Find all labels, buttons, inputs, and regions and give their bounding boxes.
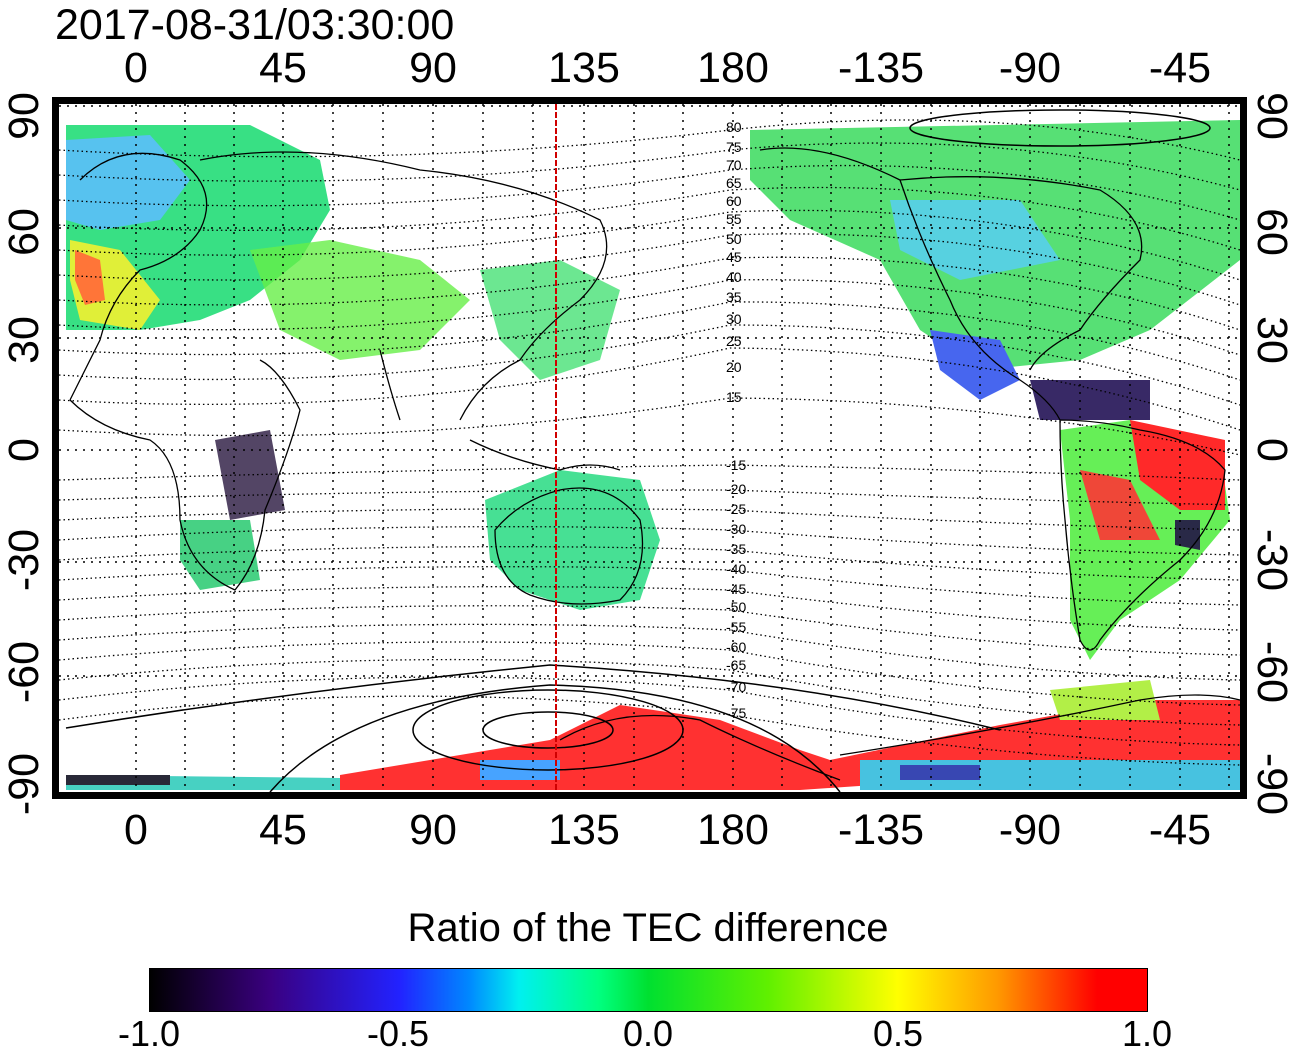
lon-label-top: 0	[124, 44, 148, 92]
lon-label-bottom: -135	[837, 806, 925, 854]
map-plot: 80 75 70 65 60 55 50 45 40 35 30 25 20 1…	[52, 97, 1247, 799]
contour-label: -50	[726, 599, 746, 615]
colorbar-tick: -1.0	[117, 1013, 181, 1054]
colorbar-tick: -0.5	[366, 1013, 430, 1054]
contour-label: -70	[726, 679, 746, 695]
lon-label-top: -90	[998, 44, 1062, 92]
contour-label: -15	[726, 457, 746, 473]
contour-label: -65	[726, 657, 746, 673]
contour-label: 35	[726, 289, 742, 305]
contour-label: -40	[726, 561, 746, 577]
colorbar-tick: 0.0	[622, 1013, 674, 1054]
lon-label-top: 90	[409, 44, 457, 92]
lon-label-bottom: -45	[1148, 806, 1212, 854]
coastlines	[69, 147, 1241, 781]
contour-label: 45	[726, 249, 742, 265]
contour-label: 65	[726, 175, 742, 191]
contour-label: -75	[726, 705, 746, 721]
lon-label-top: -45	[1148, 44, 1212, 92]
contour-label: 75	[726, 139, 742, 155]
contour-label: -20	[726, 481, 746, 497]
axis-bar-top	[53, 98, 1246, 104]
lon-label-top: 135	[548, 44, 620, 92]
contour-label: 40	[726, 269, 742, 285]
contour-label: 70	[726, 157, 742, 173]
contour-label: -30	[726, 521, 746, 537]
contour-label: 60	[726, 193, 742, 209]
lon-label-bottom: 0	[124, 806, 148, 854]
magnetic-contours	[58, 119, 1241, 766]
contour-label: 15	[726, 389, 742, 405]
lon-label-bottom: 90	[409, 806, 457, 854]
contour-label: 25	[726, 333, 742, 349]
contour-label: 50	[726, 231, 742, 247]
axis-bar-bottom	[53, 792, 1246, 798]
contour-label: 80	[726, 119, 742, 135]
map-title: 2017-08-31/03:30:00	[55, 1, 455, 49]
auroral-oval-contours	[65, 109, 1211, 793]
contour-label: -60	[726, 639, 746, 655]
axis-bar-right	[1240, 98, 1246, 798]
lon-label-bottom: 45	[259, 806, 307, 854]
colorbar-gradient	[149, 968, 1148, 1012]
contour-label: 20	[726, 359, 742, 375]
contour-labels: 80 75 70 65 60 55 50 45 40 35 30 25 20 1…	[726, 119, 746, 721]
contour-label: 30	[726, 311, 742, 327]
lon-label-top: 45	[259, 44, 307, 92]
contour-label: -25	[726, 501, 746, 517]
contour-label: 55	[726, 211, 742, 227]
lon-label-top: -135	[837, 44, 925, 92]
colorbar-title: Ratio of the TEC difference	[407, 906, 889, 950]
lon-label-top: 180	[697, 44, 769, 92]
lon-label-bottom: 180	[697, 806, 769, 854]
colorbar-tick: 0.5	[872, 1013, 924, 1054]
lon-label-bottom: 135	[548, 806, 620, 854]
contour-label: -55	[726, 619, 746, 635]
contour-label: -35	[726, 541, 746, 557]
axis-bar-left	[53, 98, 59, 798]
graticule	[59, 104, 1240, 792]
contour-label: -45	[726, 581, 746, 597]
colorbar-tick: 1.0	[1121, 1013, 1173, 1054]
lon-label-bottom: -90	[998, 806, 1062, 854]
